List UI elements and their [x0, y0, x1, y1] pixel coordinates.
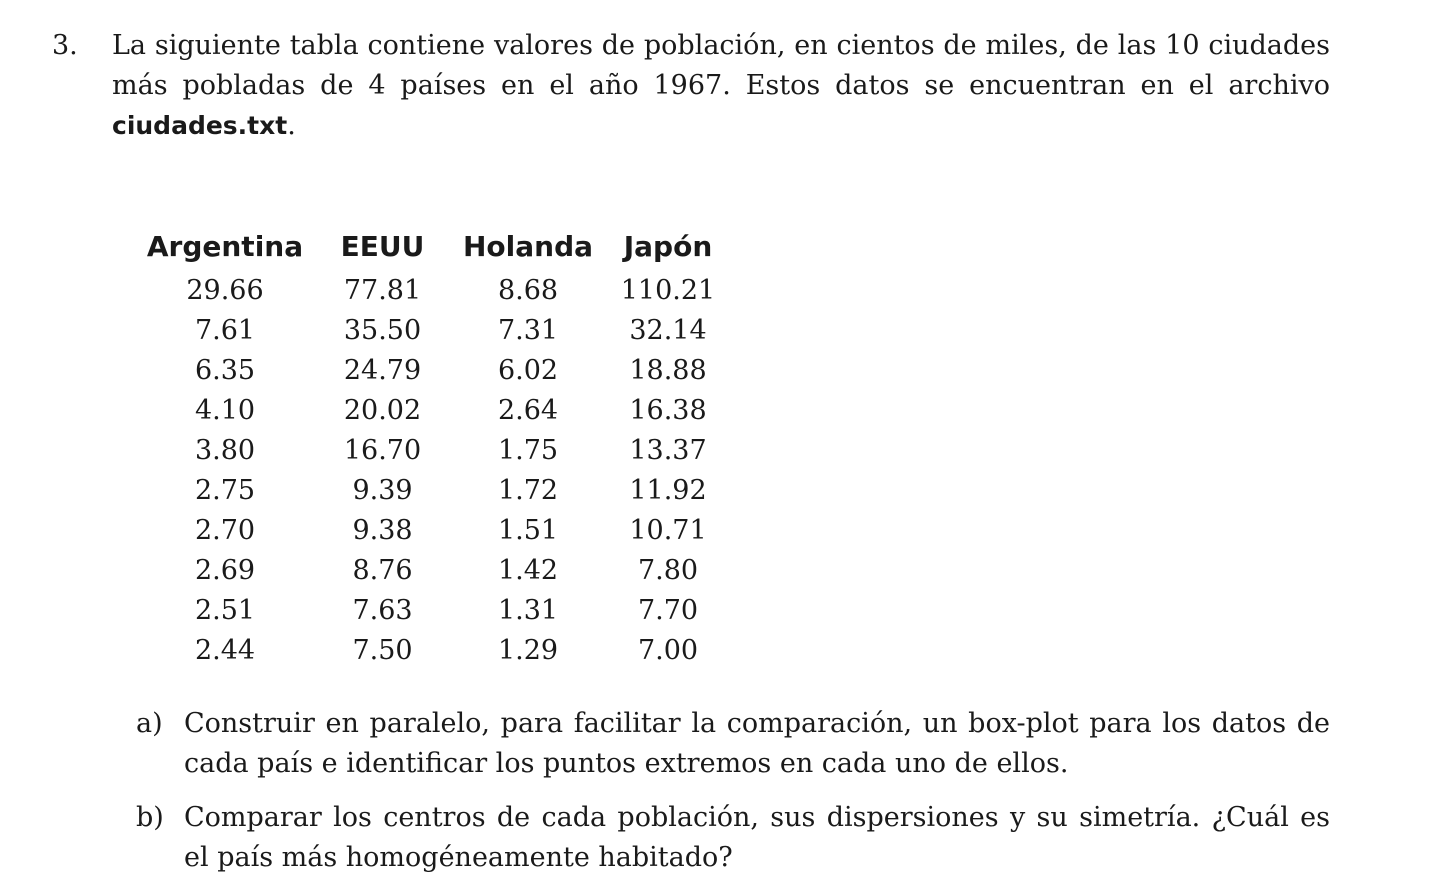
table-cell: 2.64	[497, 394, 559, 426]
table-row: 3.80 16.70 1.75 13.37	[136, 430, 731, 470]
table-row: 2.70 9.38 1.51 10.71	[136, 510, 731, 550]
problem-number: 3.	[52, 30, 78, 61]
table-cell: 7.50	[352, 634, 413, 666]
table-cell: 6.02	[497, 354, 559, 386]
table-cell: 1.31	[497, 594, 559, 626]
table-cell: 8.76	[352, 554, 413, 586]
table-row: 7.61 35.50 7.31 32.14	[136, 310, 731, 350]
table-row: 2.69 8.76 1.42 7.80	[136, 550, 731, 590]
table-row: 6.35 24.79 6.02 18.88	[136, 350, 731, 390]
table-cell: 16.70	[343, 434, 422, 466]
table-cell: 16.38	[629, 394, 707, 426]
subitem-text: Construir en paralelo, para facilitar la…	[184, 708, 1330, 779]
table-header-row: Argentina EEUU Holanda Japón	[136, 222, 731, 270]
subitem-list: a) Construir en paralelo, para facilitar…	[136, 704, 1330, 892]
column-header-japon: Japón	[623, 229, 713, 263]
table-cell: 7.00	[637, 634, 699, 666]
table-cell: 3.80	[194, 434, 256, 466]
table-cell: 2.75	[194, 474, 256, 506]
subitem-b: b) Comparar los centros de cada població…	[136, 798, 1330, 878]
table-cell: 13.37	[629, 434, 707, 466]
table-cell: 4.10	[194, 394, 256, 426]
table-cell: 20.02	[343, 394, 422, 426]
table-cell: 2.51	[194, 594, 256, 626]
table-cell: 7.70	[637, 594, 699, 626]
table-cell: 1.29	[497, 634, 559, 666]
table-cell: 9.38	[352, 514, 413, 546]
table-cell: 9.39	[352, 474, 413, 506]
table-cell: 1.51	[497, 514, 559, 546]
table-row: 29.66 77.81 8.68 110.21	[136, 270, 731, 310]
table-cell: 32.14	[629, 314, 707, 346]
table-cell: 77.81	[343, 274, 422, 306]
table-cell: 7.63	[352, 594, 413, 626]
table-cell: 1.75	[497, 434, 559, 466]
subitem-label: a)	[136, 708, 163, 739]
table-cell: 24.79	[343, 354, 422, 386]
table-cell: 29.66	[186, 274, 264, 306]
subitem-a: a) Construir en paralelo, para facilitar…	[136, 704, 1330, 784]
column-header-argentina: Argentina	[146, 229, 304, 263]
table-cell: 10.71	[629, 514, 707, 546]
column-header-holanda: Holanda	[462, 229, 594, 263]
table-cell: 11.92	[629, 474, 707, 506]
table-cell: 2.70	[194, 514, 256, 546]
filename: ciudades.txt	[112, 111, 288, 140]
table-cell: 2.44	[194, 634, 256, 666]
table-cell: 7.61	[194, 314, 256, 346]
table-row: 4.10 20.02 2.64 16.38	[136, 390, 731, 430]
table-cell: 18.88	[629, 354, 707, 386]
intro-end: .	[287, 110, 296, 141]
subitem-label: b)	[136, 802, 164, 833]
column-header-eeuu: EEUU	[340, 229, 425, 263]
table-cell: 6.35	[194, 354, 256, 386]
table-cell: 1.42	[497, 554, 559, 586]
table-cell: 7.80	[637, 554, 699, 586]
table-cell: 110.21	[620, 274, 716, 306]
table-cell: 8.68	[497, 274, 559, 306]
subitem-text: Comparar los centros de cada población, …	[184, 802, 1330, 873]
population-table: Argentina EEUU Holanda Japón 29.66 77.81…	[136, 222, 731, 670]
table-row: 2.51 7.63 1.31 7.70	[136, 590, 731, 630]
table-row: 2.44 7.50 1.29 7.00	[136, 630, 731, 670]
table-row: 2.75 9.39 1.72 11.92	[136, 470, 731, 510]
table-cell: 35.50	[343, 314, 422, 346]
intro-text: La siguiente tabla contiene valores de p…	[112, 30, 1330, 101]
table-cell: 1.72	[497, 474, 559, 506]
problem-intro: La siguiente tabla contiene valores de p…	[112, 26, 1330, 146]
table-cell: 7.31	[497, 314, 559, 346]
table-cell: 2.69	[194, 554, 256, 586]
